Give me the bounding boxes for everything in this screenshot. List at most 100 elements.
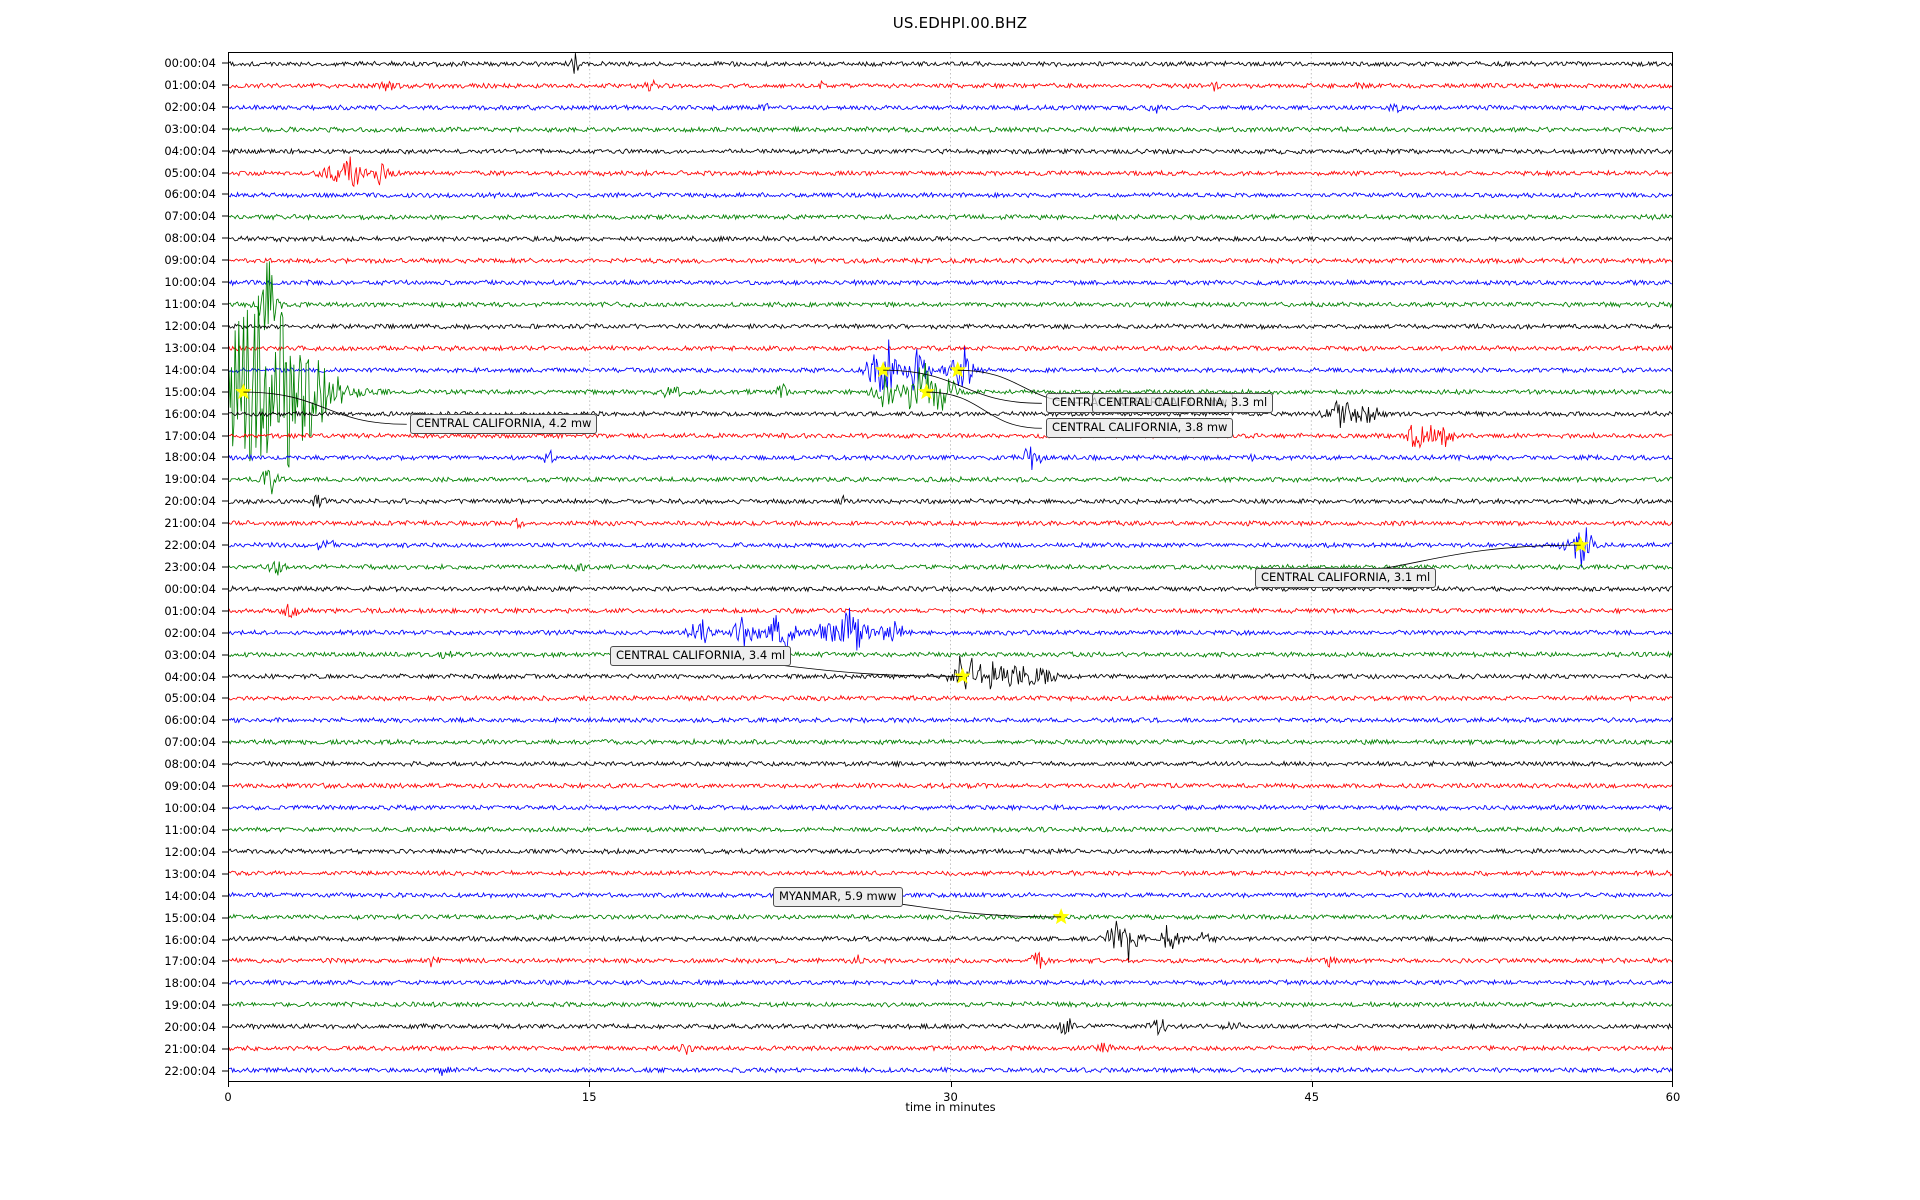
event-star-marker[interactable] [954, 667, 971, 684]
event-label-central-california-3.1[interactable]: CENTRAL CALIFORNIA, 3.1 ml [1255, 568, 1437, 588]
trace-row-3 [229, 125, 1672, 134]
x-tick-label: 30 [943, 1090, 958, 1104]
y-tick-label: 22:00:04 [164, 538, 216, 553]
y-tick-label: 03:00:04 [164, 121, 216, 136]
y-tick-label: 02:00:04 [164, 99, 216, 114]
y-tick-label: 14:00:04 [164, 888, 216, 903]
event-star-marker[interactable] [1572, 536, 1590, 553]
event-star-marker[interactable] [949, 361, 967, 378]
y-tick-mark [222, 478, 228, 480]
y-tick-label: 12:00:04 [164, 318, 216, 333]
trace-row-43 [229, 1000, 1672, 1009]
x-tick-mark [950, 1082, 952, 1087]
x-tick-mark [589, 1082, 591, 1087]
y-tick-label: 01:00:04 [164, 77, 216, 92]
y-tick-mark [222, 150, 228, 152]
y-tick-label: 14:00:04 [164, 362, 216, 377]
y-tick-label: 05:00:04 [164, 165, 216, 180]
trace-row-35 [229, 825, 1672, 834]
trace-row-37 [229, 869, 1672, 878]
y-tick-label: 16:00:04 [164, 406, 216, 421]
y-tick-label: 10:00:04 [164, 275, 216, 290]
x-tick-label: 60 [1665, 1090, 1681, 1104]
x-tick-mark [1311, 1082, 1313, 1087]
y-tick-mark [222, 676, 228, 678]
trace-row-2 [229, 102, 1672, 114]
y-tick-label: 18:00:04 [164, 976, 216, 991]
y-tick-label: 07:00:04 [164, 209, 216, 224]
trace-row-7 [229, 213, 1672, 222]
x-tick-label: 15 [581, 1090, 597, 1104]
y-tick-label: 00:00:04 [164, 55, 216, 70]
trace-row-14 [229, 339, 1672, 392]
trace-row-15 [229, 295, 1672, 468]
y-tick-mark [222, 632, 228, 634]
x-tick-mark [1672, 1082, 1673, 1087]
x-tick-label: 45 [1304, 1090, 1320, 1104]
y-tick-mark [222, 566, 228, 568]
trace-row-31 [229, 737, 1672, 747]
y-tick-label: 04:00:04 [164, 669, 216, 684]
y-tick-mark [222, 785, 228, 787]
trace-row-0 [229, 53, 1672, 74]
y-tick-mark [222, 1004, 228, 1006]
y-tick-mark [222, 610, 228, 612]
y-tick-mark [222, 719, 228, 721]
trace-row-22 [229, 527, 1672, 568]
y-tick-label: 15:00:04 [164, 910, 216, 925]
event-label-central-california-3.4[interactable]: CENTRAL CALIFORNIA, 3.4 ml [610, 646, 792, 666]
y-tick-label: 11:00:04 [164, 822, 216, 837]
trace-row-10 [229, 278, 1672, 287]
event-star-marker[interactable] [918, 383, 935, 400]
event-leader-line [883, 369, 1042, 404]
trace-row-33 [229, 782, 1672, 790]
x-axis-tick-labels: 0 15 30 45 60 [224, 1082, 1680, 1122]
y-tick-label: 17:00:04 [164, 428, 216, 443]
y-tick-mark [222, 172, 228, 174]
y-tick-mark [222, 763, 228, 765]
event-label-myanmar-5.9[interactable]: MYANMAR, 5.9 mww [773, 887, 903, 907]
y-tick-mark [222, 851, 228, 853]
y-tick-mark [222, 84, 228, 86]
y-tick-label: 13:00:04 [164, 340, 216, 355]
trace-row-34 [229, 803, 1672, 812]
trace-row-11 [229, 261, 1672, 331]
y-tick-label: 10:00:04 [164, 801, 216, 816]
event-label-central-california-3.3[interactable]: CENTRAL CALIFORNIA, 3.3 ml [1092, 393, 1274, 413]
y-tick-mark [222, 917, 228, 919]
trace-row-38 [229, 891, 1672, 900]
y-tick-label: 07:00:04 [164, 735, 216, 750]
y-tick-mark [222, 391, 228, 393]
y-tick-label: 12:00:04 [164, 844, 216, 859]
trace-row-24 [229, 585, 1672, 593]
y-tick-mark [222, 1070, 228, 1072]
trace-row-16 [229, 399, 1672, 429]
event-star-marker[interactable] [235, 383, 252, 400]
event-label-central-california-3.8[interactable]: CENTRAL CALIFORNIA, 3.8 mw [1046, 418, 1234, 438]
trace-row-18 [229, 446, 1672, 470]
trace-row-4 [229, 147, 1672, 156]
event-markers-and-leaders [235, 361, 1590, 925]
y-tick-mark [222, 939, 228, 941]
y-tick-label: 00:00:04 [164, 581, 216, 596]
y-tick-label: 21:00:04 [164, 516, 216, 531]
event-label-central-california-4.2[interactable]: CENTRAL CALIFORNIA, 4.2 mw [410, 414, 598, 434]
x-tick-label: 0 [224, 1090, 232, 1104]
y-axis-tick-labels: 00:00:04 01:00:04 02:00:04 03:00:04 04:00:04… [0, 52, 228, 1082]
plot-area [228, 52, 1673, 1082]
y-tick-mark [222, 1026, 228, 1028]
y-tick-label: 18:00:04 [164, 450, 216, 465]
event-star-marker[interactable] [874, 361, 892, 378]
y-tick-mark [222, 62, 228, 64]
trace-row-25 [229, 603, 1672, 619]
trace-row-1 [229, 78, 1672, 92]
y-tick-label: 09:00:04 [164, 253, 216, 268]
y-tick-mark [222, 193, 228, 195]
trace-row-45 [229, 1042, 1672, 1055]
y-tick-label: 17:00:04 [164, 954, 216, 969]
event-star-marker[interactable] [1052, 908, 1070, 925]
y-tick-mark [222, 1048, 228, 1050]
y-tick-mark [222, 829, 228, 831]
trace-row-27 [229, 649, 1672, 662]
